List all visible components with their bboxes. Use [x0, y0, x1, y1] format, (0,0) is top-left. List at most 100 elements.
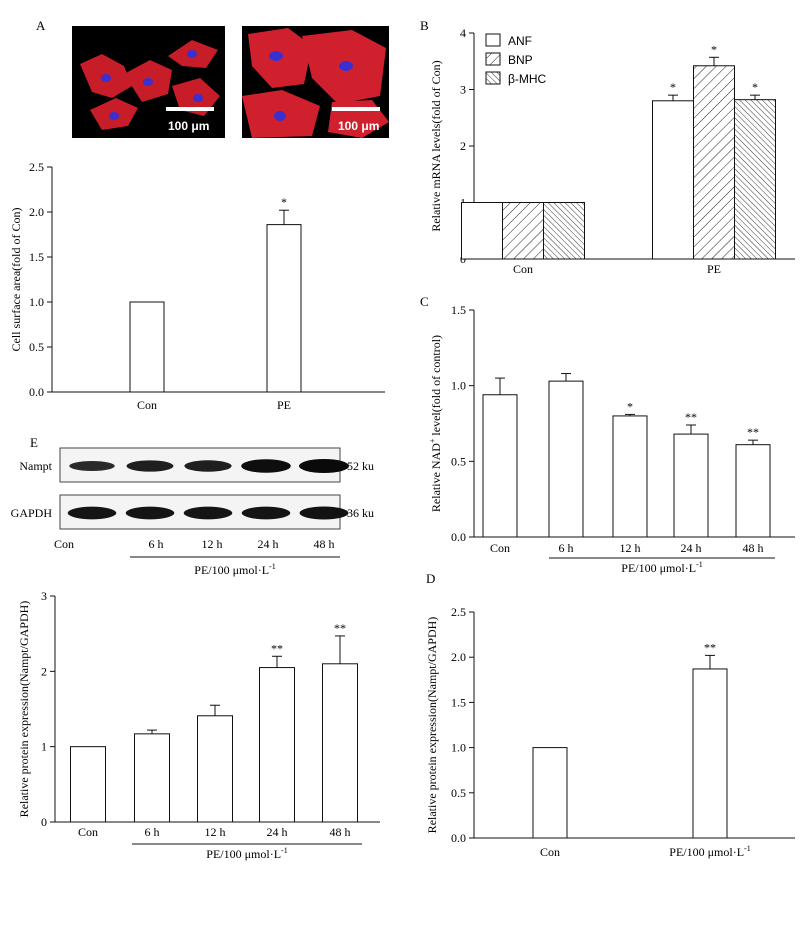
y-axis-label: Relative NAD+ level(fold of control): [428, 335, 443, 512]
blot-treatment-label: PE/100 μmol·L-1: [194, 562, 275, 577]
bar: [693, 65, 735, 260]
x-tick-label: 6 h: [145, 825, 160, 839]
y-axis-label: Relative protein expression(Nampt/GAPDH): [425, 617, 439, 834]
micrograph-pe: 100 μm: [242, 26, 389, 138]
chart-protein-expression-time: 0 1 2 3 Relative protein expression(Nampt/GA…: [17, 589, 380, 861]
scale-bar-label: 100 μm: [338, 119, 379, 133]
bar: [197, 715, 233, 823]
blot-lane-label: 6 h: [149, 537, 164, 551]
y-axis-label: Relative protein expression(Nampt/GAPDH): [17, 601, 31, 818]
western-blot: Nampt 52 ku GAPDH 36 ku Con 6 h 12 h 24 h 48 h PE…: [11, 447, 374, 577]
x-tick-label: Con: [490, 541, 510, 555]
significance-mark: *: [752, 80, 758, 94]
x-tick-label: Con: [137, 398, 157, 412]
bar: [266, 224, 302, 393]
blot-size-label: 52 ku: [347, 459, 374, 473]
y-tick-label: 0: [41, 815, 47, 829]
blot-row-label: GAPDH: [11, 506, 53, 520]
blot-band: [67, 506, 117, 520]
significance-mark: *: [670, 80, 676, 94]
y-tick-label: 2.0: [451, 650, 466, 664]
blot-band: [69, 461, 115, 471]
blot-band: [183, 506, 233, 520]
bar: [482, 394, 518, 538]
significance-mark: *: [627, 399, 633, 413]
x-tick-label: PE: [277, 398, 291, 412]
x-tick-label: Con: [513, 262, 533, 276]
legend-swatch: [485, 71, 501, 85]
significance-mark: **: [704, 640, 716, 654]
bar: [461, 202, 503, 260]
significance-mark: *: [281, 195, 287, 209]
y-tick-label: 3: [460, 83, 466, 97]
blot-lane-label: 12 h: [202, 537, 223, 551]
bar: [735, 444, 771, 538]
x-tick-label: 48 h: [743, 541, 764, 555]
x-tick-label: Con: [540, 845, 560, 859]
x-tick-label: 24 h: [681, 541, 702, 555]
significance-mark: **: [685, 410, 697, 424]
y-tick-label: 2: [460, 139, 466, 153]
y-tick-label: 0.0: [29, 385, 44, 399]
blot-lane-label: 48 h: [314, 537, 335, 551]
y-tick-label: 0.5: [29, 340, 44, 354]
x-tick-label: 12 h: [205, 825, 226, 839]
legend-label: BNP: [508, 53, 533, 67]
legend-label: ANF: [508, 34, 532, 48]
y-tick-label: 2.5: [451, 605, 466, 619]
y-tick-label: 0.0: [451, 530, 466, 544]
panel-label-e: E: [30, 435, 38, 450]
y-tick-label: 4: [460, 26, 466, 40]
y-tick-label: 3: [41, 589, 47, 603]
x-group-label: PE/100 μmol·L-1: [206, 846, 287, 861]
y-axis-label: Cell surface area(fold of Con): [9, 208, 23, 352]
blot-band: [299, 506, 349, 520]
scale-bar-label: 100 μm: [168, 119, 209, 133]
y-axis-label: Relative mRNA levels(fold of Con): [429, 60, 443, 231]
significance-mark: **: [747, 425, 759, 439]
bar: [734, 99, 776, 260]
panel-label-c: C: [420, 294, 429, 309]
bar: [543, 202, 585, 260]
y-tick-label: 1.0: [451, 741, 466, 755]
y-tick-label: 1.5: [451, 695, 466, 709]
blot-band: [184, 460, 232, 472]
x-tick-label: 24 h: [267, 825, 288, 839]
y-tick-label: 1: [41, 740, 47, 754]
bar: [652, 100, 694, 260]
x-tick-label: 6 h: [559, 541, 574, 555]
y-tick-label: 0.0: [451, 831, 466, 845]
bar: [548, 380, 584, 538]
blot-band: [241, 506, 291, 520]
x-tick-label: Con: [78, 825, 98, 839]
legend-swatch: [485, 33, 501, 47]
bar: [259, 667, 295, 823]
blot-size-label: 36 ku: [347, 506, 374, 520]
significance-mark: **: [271, 641, 283, 655]
chart-mrna-levels: 01234Relative mRNA levels(fold of Con)Co…: [429, 26, 795, 276]
micrograph-control: 100 μm: [72, 26, 225, 138]
bar: [692, 668, 728, 839]
blot-lane-label: 24 h: [258, 537, 279, 551]
panel-label-a: A: [36, 18, 46, 33]
bar: [134, 733, 170, 823]
bar: [673, 433, 709, 538]
chart-protein-expression-pe: 0.0 0.5 1.0 1.5 2.0 2.5 Relative protein expre…: [425, 605, 795, 859]
y-tick-label: 2.5: [29, 160, 44, 174]
blot-band: [241, 459, 291, 473]
significance-mark: **: [334, 621, 346, 635]
y-tick-label: 1.0: [451, 379, 466, 393]
x-group-label: PE/100 μmol·L-1: [621, 560, 702, 575]
legend-label: β-MHC: [508, 72, 547, 86]
bar: [129, 301, 165, 393]
bar: [612, 415, 648, 538]
chart-cell-surface-area: 0.0 0.5 1.0 1.5 2.0 2.5 Cell surface area(fold…: [9, 160, 385, 412]
significance-mark: *: [711, 42, 717, 56]
panel-label-d: D: [426, 571, 435, 586]
y-tick-label: 2.0: [29, 205, 44, 219]
x-tick-label: PE: [707, 262, 721, 276]
y-tick-label: 1.5: [451, 303, 466, 317]
chart-nad-level: 0.0 0.5 1.0 1.5 Relative NAD+ level(fold of …: [428, 303, 795, 575]
blot-band: [299, 459, 349, 473]
blot-row-label: Nampt: [19, 459, 52, 473]
